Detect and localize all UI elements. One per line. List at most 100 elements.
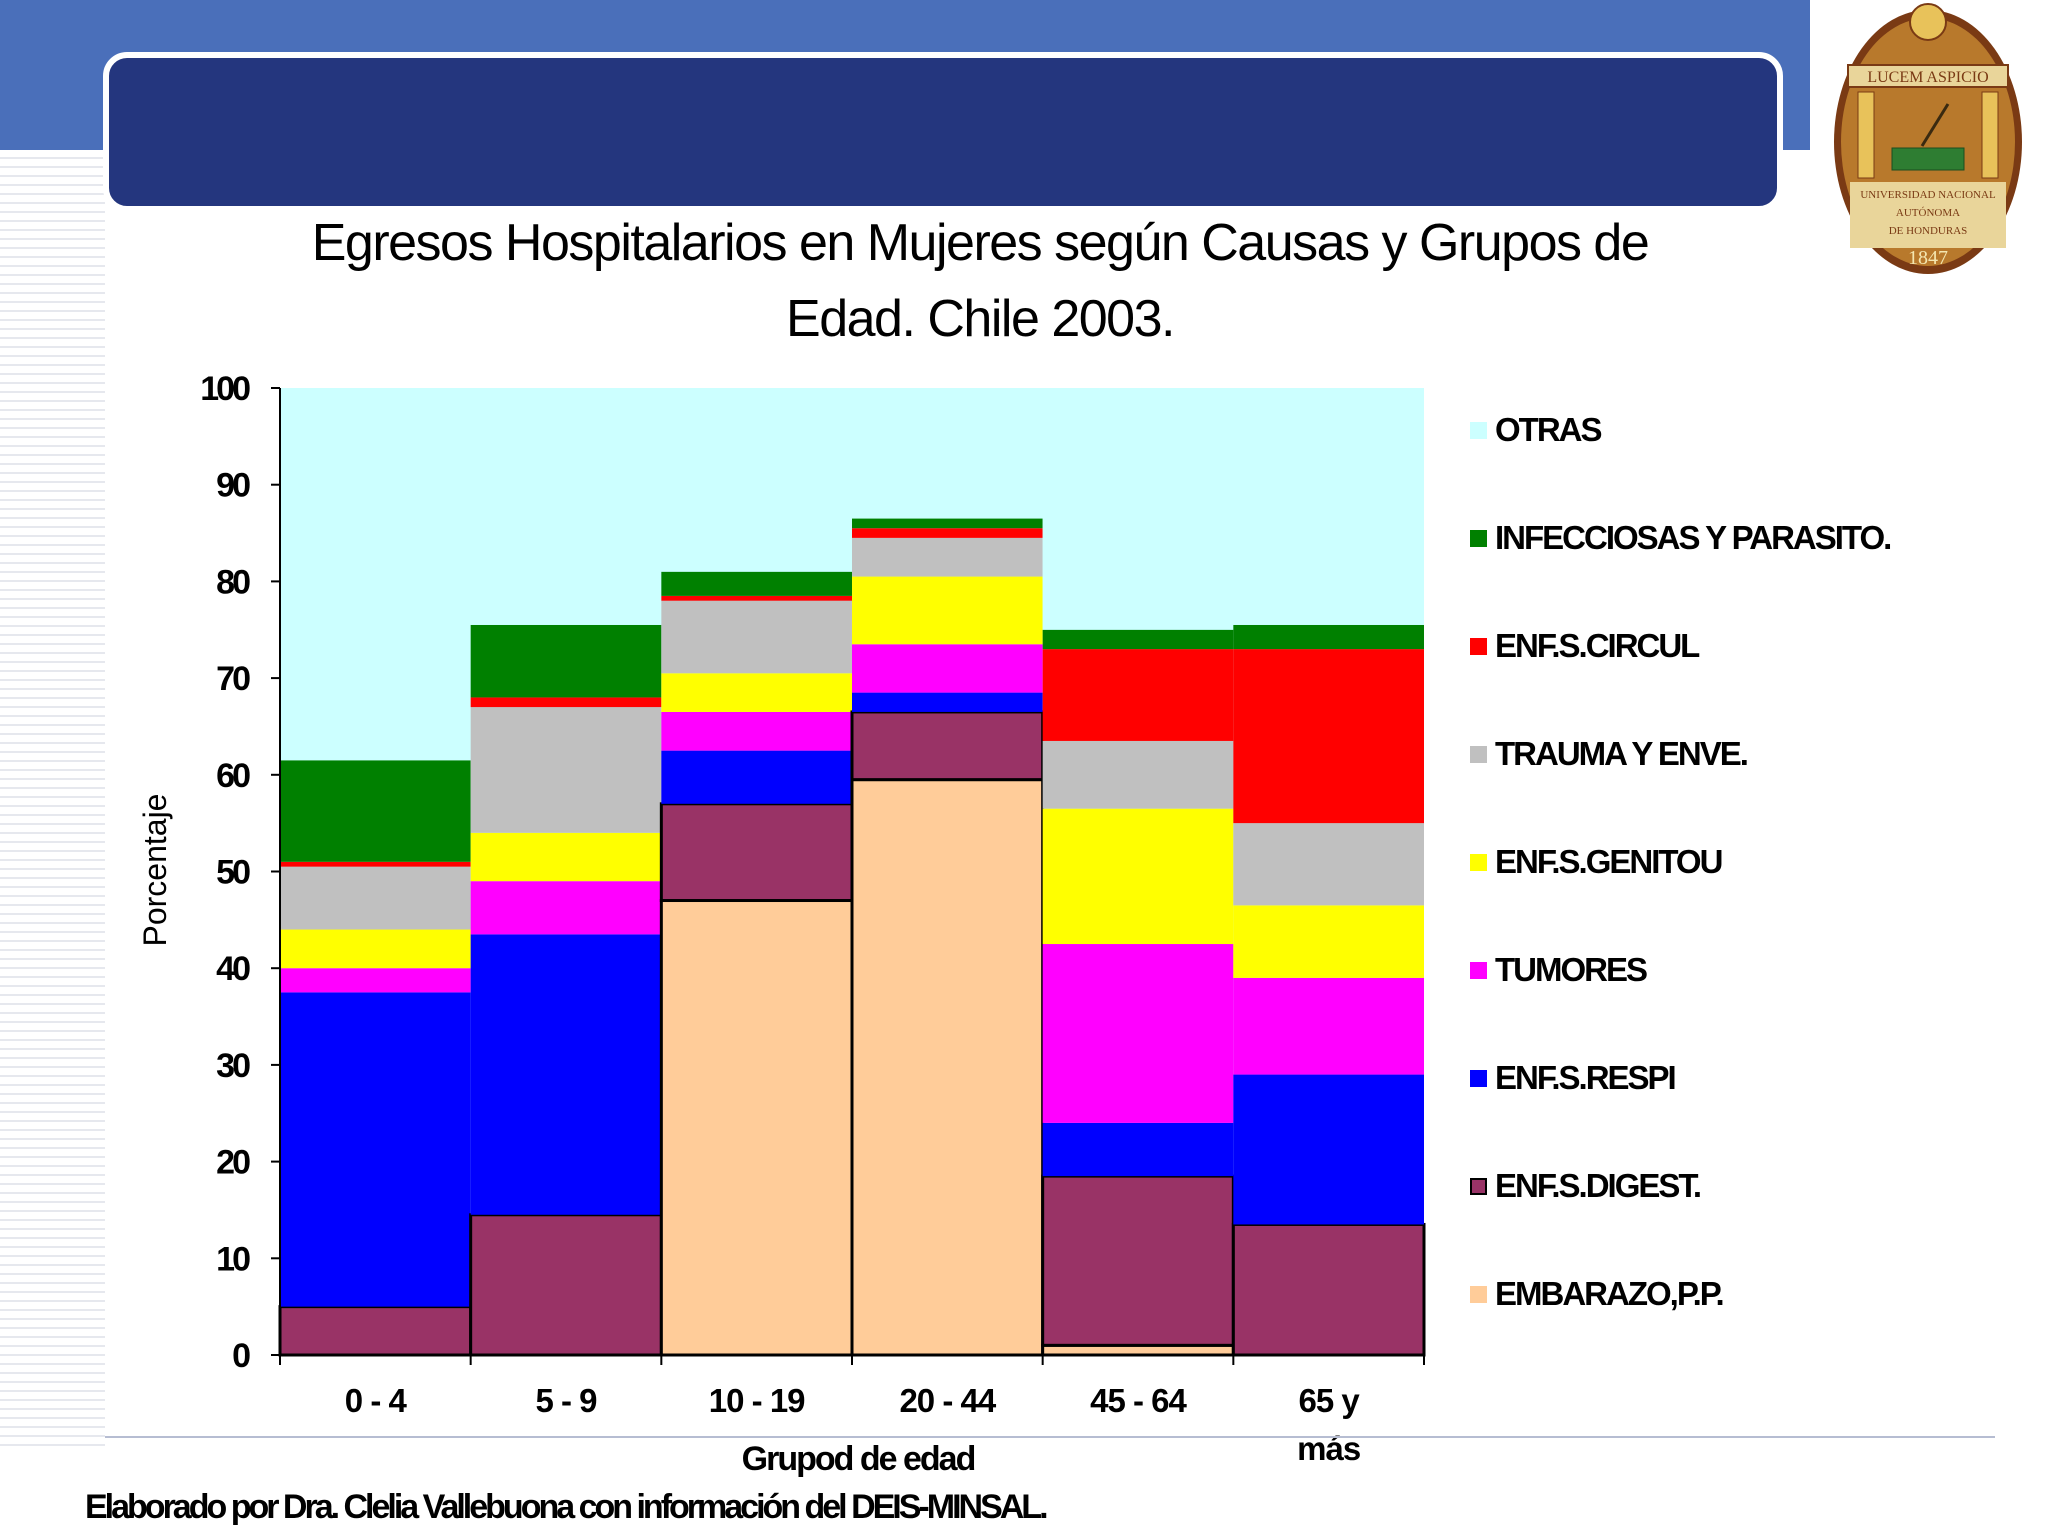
bar-segment [1233, 388, 1424, 625]
bar-segment [850, 778, 1045, 1357]
y-tick-label: 20 [216, 1144, 250, 1182]
x-tick-label: 20 - 44 [899, 1382, 996, 1419]
seal-name-line1: UNIVERSIDAD NACIONAL [1860, 189, 1996, 201]
legend-item: EMBARAZO,P.P. [1470, 1274, 1725, 1314]
bar-segment [1042, 388, 1234, 630]
bar-segment [1233, 977, 1424, 1075]
bar-segment [1233, 905, 1424, 978]
bar-segment [1233, 649, 1424, 824]
right-column-icon [1981, 91, 1999, 179]
legend-label: ENF.S.CIRCUL [1495, 627, 1700, 664]
legend-swatch [1470, 1177, 1487, 1195]
legend-label: EMBARAZO,P.P. [1495, 1275, 1725, 1312]
bar-segment [661, 711, 852, 751]
x-tick-label: 5 - 9 [535, 1382, 597, 1419]
bar-segment [852, 644, 1043, 693]
bar-segment [1042, 649, 1234, 741]
bar-segment [852, 518, 1043, 529]
bar-segment [470, 697, 662, 708]
chart-title-line2: Edad. Chile 2003. [786, 290, 1175, 348]
bar-segment [1042, 1122, 1234, 1177]
legend-label: INFECCIOSAS Y PARASITO. [1495, 519, 1892, 556]
legend-label: ENF.S.GENITOU [1495, 843, 1723, 880]
footer-divider [105, 1436, 1995, 1438]
bar-segment [661, 750, 852, 804]
legend-label: ENF.S.RESPI [1495, 1059, 1677, 1096]
bar-segment [661, 595, 852, 601]
y-tick-label: 100 [200, 370, 250, 408]
sun-icon [1909, 3, 1947, 41]
y-tick-label: 60 [216, 757, 250, 795]
legend-swatch [1470, 1285, 1487, 1303]
bar-segment [280, 388, 471, 761]
quill-icon [1920, 103, 1950, 147]
left-column-icon [1857, 91, 1875, 179]
seal-motto: LUCEM ASPICIO [1867, 69, 1988, 86]
bar-segment [850, 710, 1045, 782]
bar-segment [1042, 944, 1234, 1123]
university-seal: LUCEM ASPICIO UNIVERSIDAD NACIONAL AUTÓN… [1834, 3, 2022, 274]
bar-segment [469, 1213, 663, 1357]
bar-segment [661, 571, 852, 596]
bar-segment [470, 832, 662, 882]
y-tick-label: 50 [216, 854, 250, 892]
seal-name-panel [1850, 182, 2006, 248]
bar-segment [1233, 624, 1424, 650]
axes-group: 0 10 20 30 40 50 60 70 80 90 100 0 - 4 5 - 9 10 - 19 2… [200, 370, 1425, 1467]
x-tick-label: 45 - 64 [1090, 1382, 1187, 1419]
y-axis-label: Porcentaje [137, 794, 173, 947]
legend-swatch [1470, 1069, 1487, 1087]
legend-item: ENF.S.GENITOU [1470, 842, 1723, 882]
source-note: Elaborado por Dra. Clelia Vallebuona con… [85, 1488, 1049, 1526]
bar-segment [278, 1305, 473, 1357]
y-tick-label: 80 [216, 563, 250, 601]
x-tick-label: 10 - 19 [709, 1382, 805, 1419]
bar-segment [661, 388, 852, 572]
left-stripe-decoration [0, 150, 105, 1450]
x-tick-label: 0 - 4 [345, 1382, 408, 1419]
bar-segment [280, 929, 471, 969]
legend-item: INFECCIOSAS Y PARASITO. [1470, 518, 1892, 558]
bar-segment [1042, 629, 1234, 650]
legend-item: ENF.S.RESPI [1470, 1058, 1677, 1098]
legend-label: ENF.S.DIGEST. [1495, 1167, 1702, 1204]
bar-segment [852, 576, 1043, 645]
legend-label: TRAUMA Y ENVE. [1495, 735, 1749, 772]
bar-segment [659, 802, 854, 903]
chart-title-line1: Egresos Hospitalarios en Mujeres según C… [311, 214, 1650, 272]
legend-label: TUMORES [1495, 951, 1648, 988]
legend-item: TRAUMA Y ENVE. [1470, 734, 1749, 774]
legend-swatch [1470, 853, 1487, 871]
legend-swatch [1470, 961, 1487, 979]
bar-segment [659, 899, 854, 1357]
legend-item: TUMORES [1470, 950, 1648, 990]
y-tick-label: 0 [232, 1337, 250, 1375]
seal-name-line2: AUTÓNOMA [1896, 207, 1960, 219]
y-tick-label: 40 [216, 950, 250, 988]
legend-swatch [1470, 745, 1487, 763]
y-tick-label: 30 [216, 1047, 250, 1085]
bar-segment [280, 861, 471, 867]
bar-segment [852, 692, 1043, 712]
bar-segment [1231, 1222, 1426, 1357]
y-tick-label: 90 [216, 467, 250, 505]
seal-motto-ribbon [1847, 64, 2009, 88]
bar-segment [852, 528, 1043, 538]
bars-group [278, 388, 1426, 1357]
bar-segment [280, 760, 471, 862]
bar-segment [470, 934, 662, 1215]
bar-segment [280, 968, 471, 993]
seal-year: 1847 [1908, 247, 1948, 269]
chart-title: Egresos Hospitalarios en Mujeres según C… [230, 205, 1730, 357]
bar-segment [1042, 740, 1234, 809]
bar-segment [280, 992, 471, 1307]
bar-segment [280, 866, 471, 930]
y-tick-label: 70 [216, 660, 250, 698]
bar-segment [661, 673, 852, 712]
legend-swatch [1470, 529, 1487, 547]
slide-title-bar [103, 52, 1783, 212]
bar-segment [852, 388, 1043, 519]
bar-segment [1233, 823, 1424, 906]
x-tick-label: 65 y [1299, 1382, 1361, 1419]
